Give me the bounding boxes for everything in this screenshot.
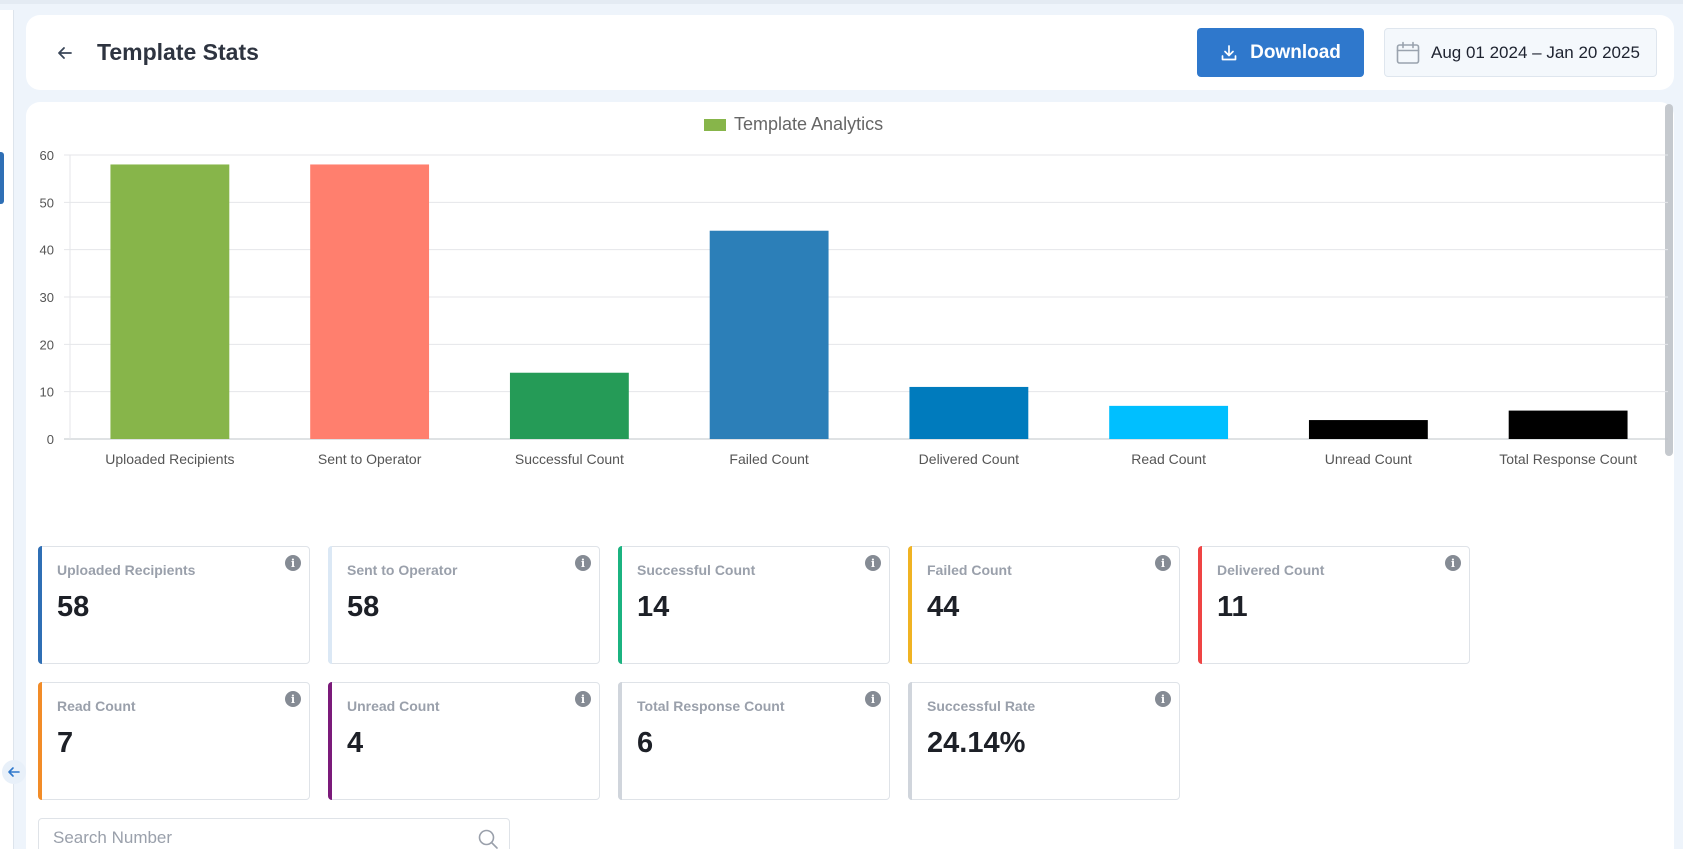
bar-sent-to-operator xyxy=(310,164,430,439)
bar-total-response-count xyxy=(1508,410,1628,439)
x-tick-label: Unread Count xyxy=(1325,451,1412,467)
date-range-picker[interactable]: Aug 01 2024 – Jan 20 2025 xyxy=(1384,28,1657,77)
info-icon[interactable]: i xyxy=(1155,691,1171,707)
x-tick-label: Uploaded Recipients xyxy=(105,451,234,467)
bar-unread-count xyxy=(1308,420,1428,439)
stat-card-successful-count: Successful Count 14 i xyxy=(618,546,890,664)
bar-uploaded-recipients xyxy=(110,164,230,439)
x-tick-label: Delivered Count xyxy=(919,451,1019,467)
scrollbar-thumb[interactable] xyxy=(1665,104,1673,456)
search-field[interactable] xyxy=(38,818,510,849)
stat-card-failed-count: Failed Count 44 i xyxy=(908,546,1180,664)
x-tick-label: Failed Count xyxy=(729,451,808,467)
stat-card-accent xyxy=(618,546,622,664)
top-divider xyxy=(0,0,1683,4)
y-tick-label: 20 xyxy=(40,337,54,352)
stat-value: 58 xyxy=(347,591,380,623)
info-icon[interactable]: i xyxy=(575,555,591,571)
stat-value: 7 xyxy=(57,727,74,759)
info-icon[interactable]: i xyxy=(865,691,881,707)
stat-card-accent xyxy=(38,682,42,800)
stat-label: Delivered Count xyxy=(1217,562,1325,578)
download-button-label: Download xyxy=(1250,41,1341,63)
stat-card-accent xyxy=(328,546,332,664)
x-tick-label: Read Count xyxy=(1131,451,1206,467)
stat-card-successful-rate: Successful Rate 24.14% i xyxy=(908,682,1180,800)
bar-delivered-count xyxy=(909,386,1029,439)
stat-card-delivered-count: Delivered Count 11 i xyxy=(1198,546,1470,664)
collapse-sidebar-button[interactable] xyxy=(2,760,26,784)
bar-successful-count xyxy=(509,372,629,439)
stat-card-sent-to-operator: Sent to Operator 58 i xyxy=(328,546,600,664)
info-icon[interactable]: i xyxy=(285,691,301,707)
legend-swatch xyxy=(704,119,726,131)
stat-label: Failed Count xyxy=(927,562,1012,578)
x-tick-label: Sent to Operator xyxy=(318,451,422,467)
template-analytics-chart: Template Analytics 0 10 20 30 40 50 60 Uploaded … xyxy=(40,114,1668,467)
download-icon xyxy=(1221,44,1237,60)
stat-value: 14 xyxy=(637,591,670,623)
x-tick-label: Total Response Count xyxy=(1499,451,1637,467)
stat-value: 44 xyxy=(927,591,960,623)
download-button[interactable]: Download xyxy=(1197,28,1364,77)
stat-value: 6 xyxy=(637,727,654,759)
page-title: Template Stats xyxy=(97,39,259,65)
y-tick-label: 10 xyxy=(40,385,54,400)
stat-card-accent xyxy=(908,546,912,664)
stat-label: Successful Count xyxy=(637,562,756,578)
active-nav-indicator xyxy=(0,152,4,204)
legend-label: Template Analytics xyxy=(734,114,883,134)
search-input[interactable] xyxy=(39,819,469,849)
stat-card-accent xyxy=(908,682,912,800)
date-range-text: Aug 01 2024 – Jan 20 2025 xyxy=(1431,42,1640,62)
calendar-icon xyxy=(1396,41,1420,64)
stat-label: Successful Rate xyxy=(927,698,1036,714)
y-tick-label: 30 xyxy=(40,290,54,305)
arrow-left-icon xyxy=(58,47,72,59)
info-icon[interactable]: i xyxy=(1155,555,1171,571)
y-tick-label: 40 xyxy=(40,243,54,258)
stat-value: 58 xyxy=(57,591,90,623)
y-tick-label: 0 xyxy=(47,432,54,447)
stat-card-uploaded-recipients: Uploaded Recipients 58 i xyxy=(38,546,310,664)
search-icon[interactable] xyxy=(477,828,499,849)
stat-card-accent xyxy=(618,682,622,800)
y-tick-label: 50 xyxy=(40,195,54,210)
stat-label: Total Response Count xyxy=(637,698,785,714)
y-tick-label: 60 xyxy=(40,148,54,163)
stat-card-accent xyxy=(328,682,332,800)
stat-card-read-count: Read Count 7 i xyxy=(38,682,310,800)
stat-label: Read Count xyxy=(57,698,136,714)
bar-read-count xyxy=(1109,405,1229,439)
info-icon[interactable]: i xyxy=(865,555,881,571)
stat-value: 24.14% xyxy=(927,727,1026,759)
info-icon[interactable]: i xyxy=(1445,555,1461,571)
back-button[interactable] xyxy=(52,40,78,66)
stat-label: Unread Count xyxy=(347,698,440,714)
x-tick-label: Successful Count xyxy=(515,451,624,467)
arrow-left-icon xyxy=(8,767,20,777)
stat-card-accent xyxy=(1198,546,1202,664)
sidebar-rail xyxy=(0,10,14,849)
stat-label: Sent to Operator xyxy=(347,562,458,578)
stat-value: 4 xyxy=(347,727,364,759)
stat-label: Uploaded Recipients xyxy=(57,562,196,578)
stat-card-total-response-count: Total Response Count 6 i xyxy=(618,682,890,800)
stat-value: 11 xyxy=(1217,591,1248,623)
bar-failed-count xyxy=(709,230,829,439)
info-icon[interactable]: i xyxy=(285,555,301,571)
stat-card-unread-count: Unread Count 4 i xyxy=(328,682,600,800)
stat-card-accent xyxy=(38,546,42,664)
info-icon[interactable]: i xyxy=(575,691,591,707)
